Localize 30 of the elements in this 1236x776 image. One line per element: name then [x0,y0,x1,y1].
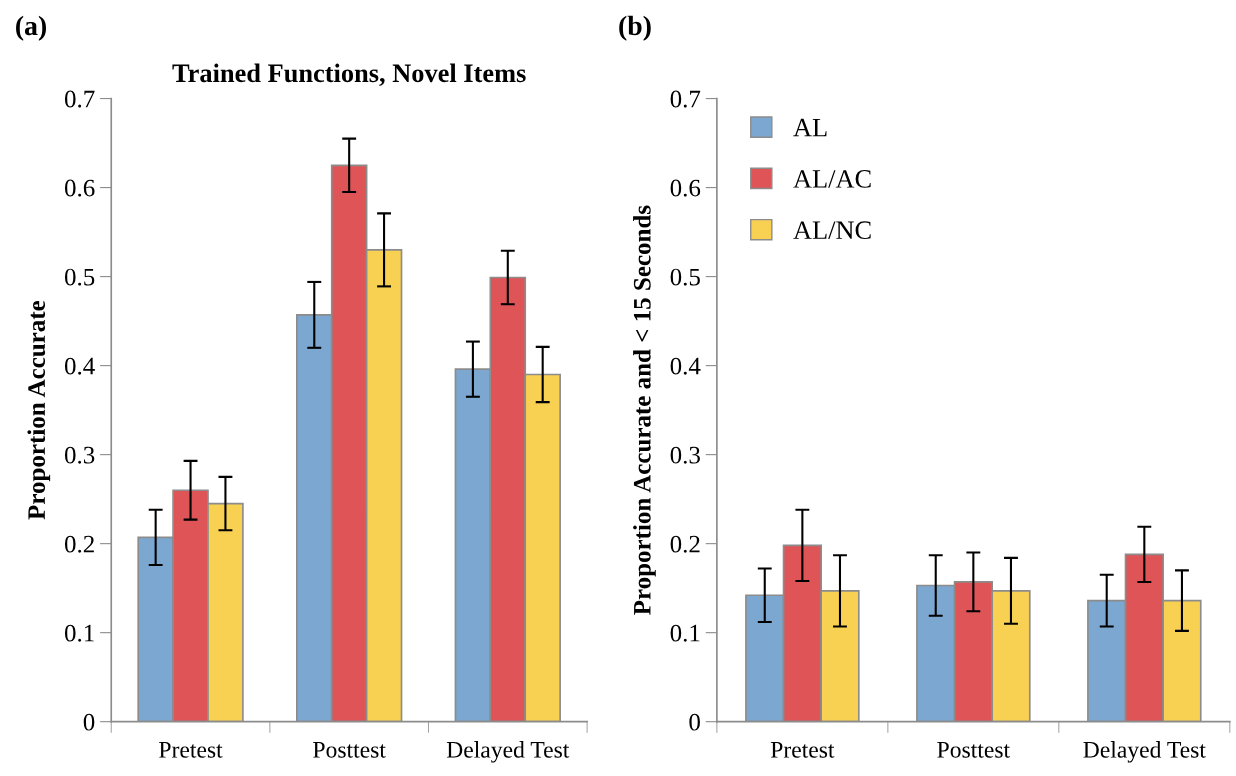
y-tick-label: 0.6 [670,179,701,197]
legend-label: AL [793,118,827,137]
y-tick-label: 0.4 [670,357,701,375]
y-tick-label: 0.1 [670,624,700,642]
x-tick-label: Posttest [313,742,386,758]
text: (b) [619,15,651,41]
legend-label: AL/NC [793,221,871,240]
y-tick-label: 0 [689,713,700,731]
y-tick-label: 0.5 [670,268,700,286]
y-tick-label: 0.3 [64,446,95,464]
y-tick-label: 0.3 [670,446,700,464]
y-axis-title: Proportion Accurate [27,300,51,520]
y-tick-label: 0.2 [64,535,94,553]
y-tick-label: 0.2 [670,535,700,553]
x-tick-label: Delayed Test [1083,741,1206,763]
y-tick-label: 0.7 [64,90,95,108]
y-tick-label: 0.1 [64,624,94,642]
x-tick-label: Pretest [770,742,835,758]
x-tick-label: Posttest [937,742,1010,758]
text: (a) [16,15,46,41]
x-tick-label: Pretest [159,742,223,758]
y-tick-label: 0.4 [64,357,95,375]
chart-title: Trained Functions, Novel Items [172,63,526,86]
x-tick-label: Delayed Test [446,741,570,763]
legend-label: AL/AC [793,170,871,188]
y-tick-label: 0.6 [64,179,95,197]
y-tick-label: 0.5 [64,268,95,286]
y-tick-label: 0.7 [670,90,701,108]
y-tick-label: 0 [83,713,95,731]
y-axis-title: Proportion Accurate and < 15 Seconds [633,205,656,615]
